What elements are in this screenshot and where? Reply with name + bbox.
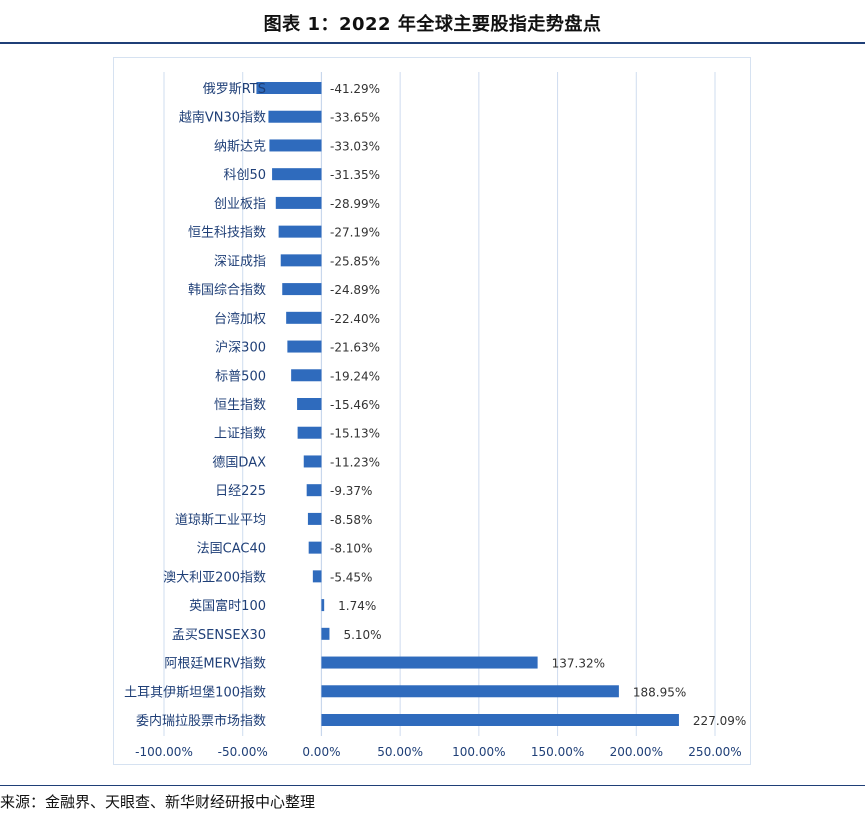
bar — [321, 627, 330, 640]
bar — [280, 254, 322, 267]
source-divider — [0, 785, 865, 786]
category-label: 标普500 — [215, 369, 266, 384]
category-label: 越南VN30指数 — [179, 110, 266, 126]
category-label: 恒生指数 — [214, 398, 266, 413]
data-label: -11.23% — [330, 455, 380, 469]
data-label: -28.99% — [330, 197, 380, 211]
bar — [312, 570, 322, 583]
data-label: 1.74% — [338, 599, 376, 613]
bar — [287, 340, 322, 353]
title-divider — [0, 42, 865, 44]
bar — [291, 369, 322, 382]
category-label: 委内瑞拉股票市场指数 — [136, 713, 266, 729]
data-label: -24.89% — [330, 283, 380, 297]
data-label: -15.13% — [330, 427, 380, 441]
source-note: 来源：金融界、天眼查、新华财经研报中心整理 — [0, 793, 316, 811]
data-label: -33.65% — [330, 111, 380, 125]
category-label: 阿根廷MERV指数 — [164, 657, 266, 672]
bar — [321, 685, 619, 698]
category-label: 法国CAC40 — [197, 542, 266, 557]
data-label: -22.40% — [330, 312, 380, 326]
data-label: -41.29% — [330, 82, 380, 96]
bar — [286, 311, 322, 324]
bar — [269, 139, 322, 152]
bar — [303, 455, 322, 468]
data-label: -19.24% — [330, 369, 380, 383]
category-label: 纳斯达克 — [214, 139, 266, 154]
data-label: 137.32% — [552, 657, 605, 671]
data-label: -31.35% — [330, 168, 380, 182]
category-label: 韩国综合指数 — [188, 283, 266, 298]
x-tick-label: 150.00% — [531, 745, 584, 759]
bar — [275, 196, 322, 209]
bar — [297, 398, 322, 410]
x-tick-label: 50.00% — [377, 745, 423, 759]
bar — [321, 599, 325, 612]
bar — [297, 426, 322, 439]
bar — [256, 82, 322, 94]
data-label: -33.03% — [330, 139, 380, 153]
x-tick-label: 100.00% — [452, 745, 505, 759]
data-label: 5.10% — [343, 628, 381, 642]
data-label: -8.10% — [330, 542, 372, 556]
x-tick-label: -50.00% — [218, 745, 268, 759]
category-label: 创业板指 — [214, 197, 266, 212]
x-tick-label: 0.00% — [302, 745, 340, 759]
category-label: 土耳其伊斯坦堡100指数 — [124, 684, 266, 700]
category-label: 台湾加权 — [214, 311, 266, 327]
bar — [272, 168, 322, 181]
x-tick-label: -100.00% — [135, 745, 193, 759]
data-label: -15.46% — [330, 398, 380, 412]
data-label: -21.63% — [330, 341, 380, 355]
bar — [278, 225, 322, 238]
category-label: 上证指数 — [214, 427, 266, 442]
chart-frame — [113, 57, 751, 765]
category-label: 道琼斯工业平均 — [175, 513, 266, 528]
category-label: 沪深300 — [215, 340, 266, 356]
bar — [321, 656, 538, 669]
category-label: 科创50 — [223, 168, 266, 183]
bar — [282, 283, 322, 296]
category-label: 恒生科技指数 — [188, 226, 266, 241]
data-label: 188.95% — [633, 685, 686, 699]
category-label: 澳大利亚200指数 — [163, 569, 266, 585]
category-label: 日经225 — [215, 484, 266, 499]
data-label: 227.09% — [693, 714, 746, 728]
page-title: 图表 1：2022 年全球主要股指走势盘点 — [263, 14, 602, 35]
category-label: 俄罗斯RTS — [203, 82, 266, 97]
data-label: -27.19% — [330, 226, 380, 240]
data-label: -8.58% — [330, 513, 372, 527]
bar — [268, 110, 322, 123]
data-label: -25.85% — [330, 254, 380, 268]
x-tick-label: 200.00% — [610, 745, 663, 759]
category-label: 孟买SENSEX30 — [172, 628, 266, 643]
category-label: 深证成指 — [214, 254, 266, 269]
bar — [307, 512, 322, 525]
bar — [321, 714, 679, 726]
bar — [308, 541, 322, 554]
category-label: 德国DAX — [212, 455, 266, 470]
category-label: 英国富时100 — [189, 598, 266, 614]
x-tick-label: 250.00% — [688, 745, 741, 759]
bar — [306, 484, 322, 497]
data-label: -9.37% — [330, 484, 372, 498]
data-label: -5.45% — [330, 570, 372, 584]
